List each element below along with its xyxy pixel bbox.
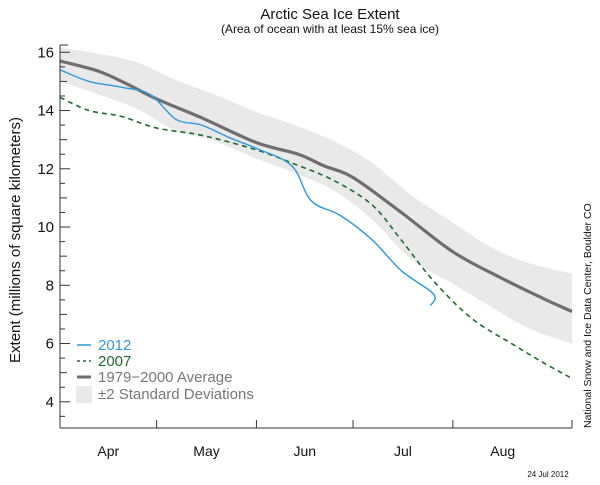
x-tick-label: May	[193, 443, 219, 459]
credit-text: National Snow and Ice Data Center, Bould…	[582, 203, 594, 428]
chart-title: Arctic Sea Ice Extent	[260, 6, 400, 23]
x-tick-label: Jun	[293, 443, 316, 459]
y-tick-label: 8	[46, 277, 54, 294]
date-stamp: 24 Jul 2012	[527, 470, 569, 479]
x-tick-label: Jul	[394, 443, 412, 459]
legend-label-2007: 2007	[98, 353, 131, 370]
y-tick-label: 12	[37, 161, 54, 178]
y-axis-ticks: 4 6 8 10 12 14 16	[37, 44, 70, 417]
x-axis-ticks: Apr May Jun Jul Aug	[97, 420, 515, 459]
y-axis-label: Extent (millions of square kilometers)	[7, 117, 24, 363]
legend-label-average: 1979−2000 Average	[98, 369, 232, 386]
series-line-2007	[59, 96, 573, 380]
series-line-2012	[59, 69, 436, 307]
y-tick-label: 6	[46, 336, 54, 353]
series-line-average	[59, 59, 573, 313]
plot-area	[59, 47, 573, 380]
chart-subtitle: (Area of ocean with at least 15% sea ice…	[221, 22, 439, 36]
axes	[59, 44, 573, 429]
std-dev-band	[60, 47, 572, 344]
y-tick-label: 16	[37, 44, 54, 61]
y-tick-label: 14	[37, 103, 54, 120]
legend-label-std-dev: ±2 Standard Deviations	[98, 386, 254, 403]
y-tick-label: 4	[46, 394, 54, 411]
y-tick-label: 10	[37, 219, 54, 236]
legend: 2012 2007 1979−2000 Average ±2 Standard …	[76, 337, 254, 403]
legend-label-2012: 2012	[98, 337, 131, 354]
legend-marker-std-dev	[76, 386, 92, 403]
x-tick-label: Apr	[97, 443, 119, 459]
x-tick-label: Aug	[490, 443, 515, 459]
